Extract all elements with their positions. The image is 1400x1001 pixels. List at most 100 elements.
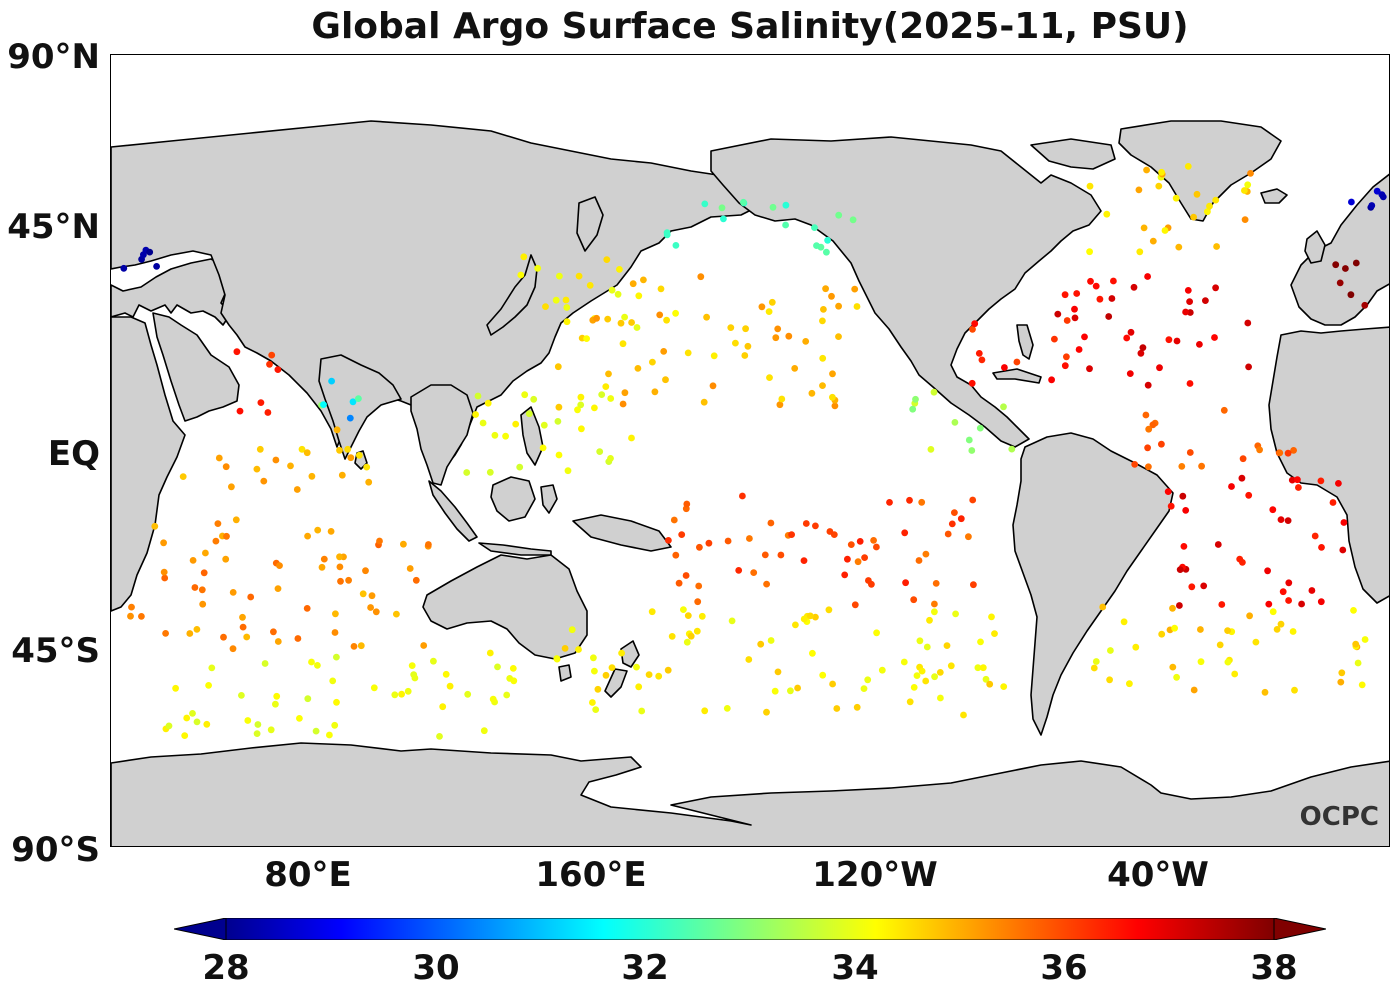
argo-float-dot bbox=[605, 370, 612, 378]
argo-float-dot bbox=[965, 436, 973, 444]
argo-float-dot bbox=[193, 626, 201, 633]
argo-float-dot bbox=[1342, 265, 1349, 272]
argo-float-dot bbox=[304, 695, 312, 703]
argo-float-dot bbox=[274, 638, 282, 645]
argo-float-dot bbox=[1075, 346, 1083, 353]
argo-float-dot bbox=[1335, 480, 1342, 487]
argo-float-dot bbox=[562, 296, 570, 304]
lat-label-90n: 90°N bbox=[7, 37, 100, 77]
lat-label-eq: EQ bbox=[47, 434, 100, 474]
argo-float-dot bbox=[1008, 445, 1016, 453]
argo-float-dot bbox=[922, 677, 930, 685]
argo-float-dot bbox=[357, 642, 365, 650]
argo-float-dot bbox=[1054, 310, 1062, 318]
argo-float-dot bbox=[556, 272, 563, 280]
argo-float-dot bbox=[709, 382, 717, 390]
argo-float-dot bbox=[1190, 686, 1198, 694]
argo-float-dot bbox=[812, 522, 819, 530]
argo-float-dot bbox=[308, 472, 316, 480]
argo-float-dot bbox=[672, 551, 680, 559]
map-panel[interactable]: OCPC bbox=[110, 54, 1390, 847]
argo-float-dot bbox=[1247, 170, 1254, 177]
argo-float-dot bbox=[724, 537, 732, 545]
argo-float-dot bbox=[865, 577, 872, 584]
argo-float-dot bbox=[835, 333, 842, 340]
argo-float-dot bbox=[367, 604, 374, 611]
argo-float-dot bbox=[1165, 336, 1173, 344]
argo-float-dot bbox=[765, 308, 773, 315]
argo-float-dot bbox=[1214, 541, 1222, 548]
argo-float-dot bbox=[464, 690, 472, 698]
argo-float-dot bbox=[1276, 449, 1284, 457]
argo-float-dot bbox=[856, 538, 864, 545]
argo-float-dot bbox=[233, 348, 241, 356]
argo-float-dot bbox=[900, 658, 908, 666]
argo-float-dot bbox=[474, 392, 482, 400]
argo-float-dot bbox=[1081, 333, 1088, 341]
argo-float-dot bbox=[909, 405, 917, 413]
argo-float-dot bbox=[1245, 363, 1252, 371]
argo-float-dot bbox=[732, 339, 739, 347]
argo-float-dot bbox=[971, 320, 979, 328]
argo-float-dot bbox=[578, 425, 585, 433]
lon-label-80e: 80°E bbox=[264, 855, 352, 895]
argo-float-dot bbox=[1175, 243, 1183, 251]
argo-float-dot bbox=[802, 338, 810, 345]
argo-float-dot bbox=[222, 555, 230, 563]
argo-float-dot bbox=[1317, 598, 1325, 606]
argo-float-dot bbox=[1176, 602, 1183, 609]
argo-float-dot bbox=[648, 608, 656, 616]
argo-float-dot bbox=[1087, 277, 1094, 285]
argo-float-dot bbox=[800, 557, 808, 564]
argo-float-dot bbox=[910, 684, 918, 691]
argo-float-dot bbox=[922, 550, 930, 558]
argo-float-dot bbox=[1245, 491, 1253, 499]
argo-float-dot bbox=[554, 418, 562, 425]
argo-float-dot bbox=[193, 718, 201, 726]
land-new-zealand-south bbox=[604, 668, 628, 698]
argo-float-dot bbox=[127, 612, 134, 620]
land-north-america bbox=[710, 136, 1102, 448]
argo-float-dot bbox=[406, 565, 414, 572]
argo-float-dot bbox=[1244, 319, 1252, 327]
argo-float-dot bbox=[1220, 406, 1228, 414]
colorbar-tick-32: 32 bbox=[621, 948, 669, 988]
argo-float-dot bbox=[619, 340, 627, 348]
argo-float-dot bbox=[553, 655, 561, 663]
argo-float-dot bbox=[336, 553, 343, 561]
argo-float-dot bbox=[683, 638, 691, 646]
argo-float-dot bbox=[1145, 425, 1153, 433]
argo-float-dot bbox=[819, 354, 827, 362]
argo-float-dot bbox=[806, 612, 814, 620]
argo-float-dot bbox=[822, 285, 829, 293]
argo-float-dot bbox=[628, 319, 635, 326]
argo-float-dot bbox=[687, 632, 695, 640]
argo-float-dot bbox=[1350, 607, 1357, 614]
argo-float-dot bbox=[977, 638, 984, 646]
argo-float-dot bbox=[675, 579, 683, 587]
argo-float-dot bbox=[656, 311, 664, 319]
argo-float-dot bbox=[583, 335, 590, 342]
argo-float-dot bbox=[355, 395, 362, 402]
argo-float-dot bbox=[851, 601, 859, 609]
argo-float-dot bbox=[870, 537, 877, 544]
argo-float-dot bbox=[1358, 681, 1366, 689]
argo-float-dot bbox=[1379, 193, 1387, 201]
argo-float-dot bbox=[629, 280, 637, 288]
argo-float-dot bbox=[312, 727, 320, 735]
argo-float-dot bbox=[668, 633, 676, 640]
argo-float-dot bbox=[261, 660, 269, 667]
argo-float-dot bbox=[828, 292, 835, 300]
argo-float-dot bbox=[777, 551, 785, 559]
argo-float-dot bbox=[1086, 182, 1094, 190]
argo-float-dot bbox=[520, 253, 528, 261]
argo-float-dot bbox=[200, 569, 208, 577]
lat-label-90s: 90°S bbox=[11, 830, 100, 870]
ocpc-logo: OCPC bbox=[1300, 802, 1379, 832]
land-kamchatka bbox=[576, 196, 604, 252]
argo-float-dot bbox=[1206, 202, 1213, 210]
argo-float-dot bbox=[1368, 202, 1376, 209]
argo-float-dot bbox=[1158, 630, 1166, 638]
argo-float-dot bbox=[274, 585, 282, 592]
argo-float-dot bbox=[162, 630, 169, 637]
